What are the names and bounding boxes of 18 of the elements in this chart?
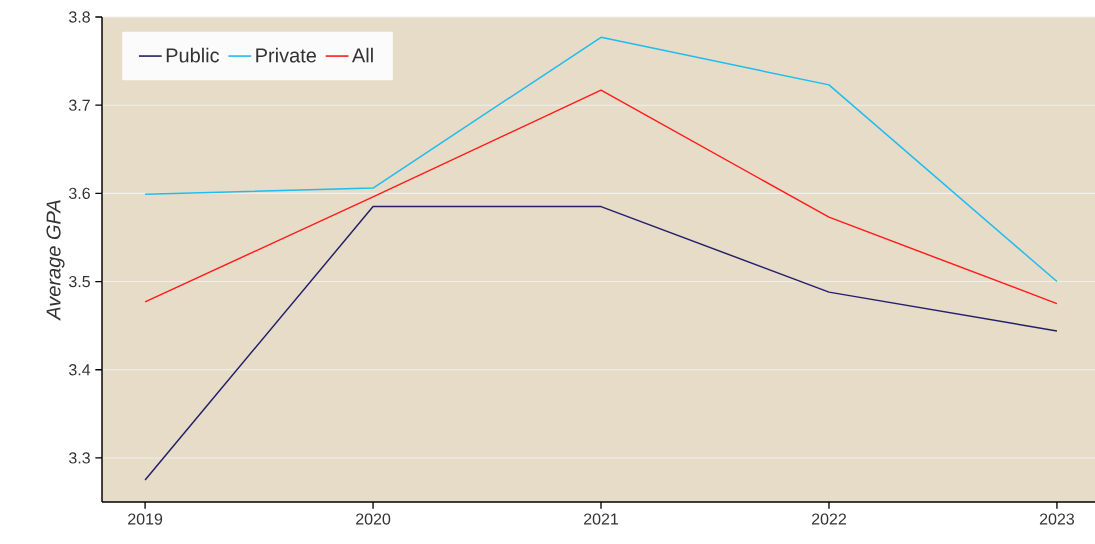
legend-label: All bbox=[351, 47, 373, 63]
y-tick-label: 3.6 bbox=[68, 187, 90, 200]
line-series bbox=[144, 36, 1058, 283]
y-tick-label: 3.4 bbox=[68, 364, 91, 376]
x-tick-label: 2019 bbox=[128, 513, 163, 525]
y-tick-label: 3.8 bbox=[68, 11, 90, 23]
x-tick-label: 2022 bbox=[811, 513, 846, 525]
x-tick-label: 2020 bbox=[356, 513, 391, 525]
x-tick-label: 2021 bbox=[584, 513, 619, 525]
legend-label: Public bbox=[166, 47, 220, 63]
legend-label: Private bbox=[256, 47, 317, 63]
y-tick-label: 3.7 bbox=[68, 99, 90, 111]
y-tick-label: 3.3 bbox=[68, 452, 90, 464]
y-tick-label: 3.5 bbox=[68, 275, 90, 288]
y-axis-title: Average GPA bbox=[46, 200, 65, 321]
x-tick-label: 2023 bbox=[1039, 513, 1075, 525]
line-series bbox=[144, 205, 1058, 481]
line-series bbox=[144, 89, 1058, 305]
